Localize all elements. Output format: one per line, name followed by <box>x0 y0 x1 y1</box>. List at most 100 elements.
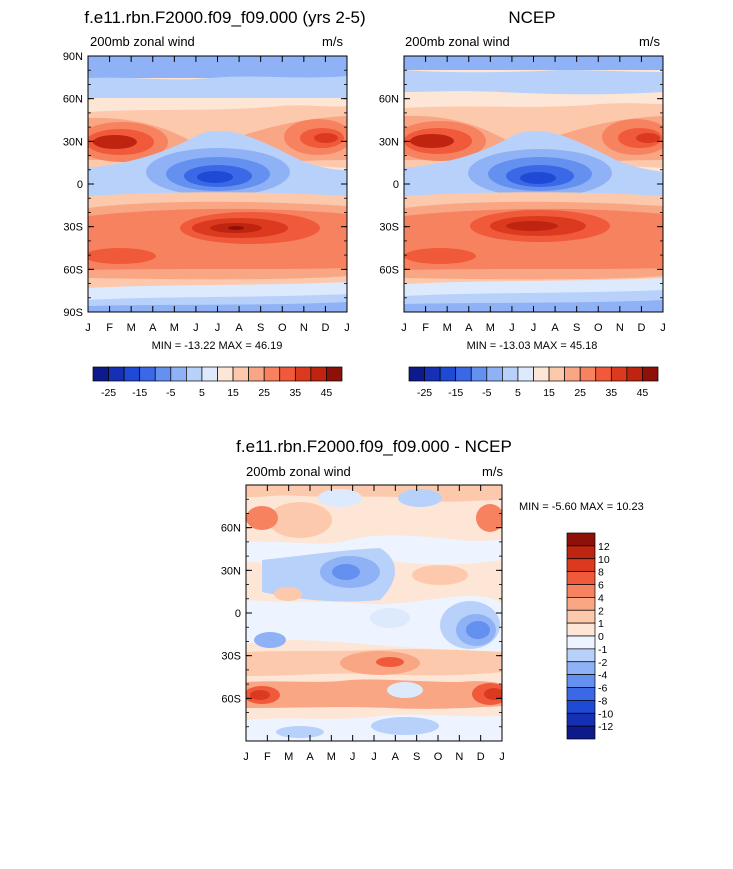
x-tick-label: M <box>486 322 495 334</box>
panel-ncep: NCEP 200mb zonal wind m/s <box>379 8 666 352</box>
y-tick-label: 60N <box>63 94 83 106</box>
x-tick-label: J <box>509 322 515 334</box>
colorbar-diff-swatch <box>566 712 596 727</box>
colorbar-ncep-swatch <box>533 366 550 382</box>
panel-ncep-left-label: 200mb zonal wind <box>405 34 510 49</box>
x-tick-label: A <box>465 322 473 334</box>
colorbar-ncep-swatch <box>626 366 643 382</box>
colorbar-diff-label: -1 <box>598 644 607 656</box>
panel-diff: f.e11.rbn.F2000.f09_f09.000 - NCEP 200mb… <box>221 437 644 763</box>
colorbar-model-swatch <box>279 366 296 382</box>
colorbar-diff-swatch <box>566 597 596 611</box>
colorbar-diff-label: -6 <box>598 683 607 695</box>
x-tick-label: F <box>106 322 113 334</box>
colorbar-diff-label: -10 <box>598 708 613 720</box>
colorbar-model-label: 45 <box>321 387 333 399</box>
y-tick-label: 30N <box>379 136 399 148</box>
colorbar-diff-label: 0 <box>598 631 604 643</box>
colorbar-ncep-swatch <box>642 366 659 382</box>
colorbar-diff-swatch <box>566 545 596 560</box>
colorbar-model-swatch <box>201 366 218 382</box>
colorbar-diff-label: 12 <box>598 541 610 553</box>
x-tick-label: J <box>350 751 356 763</box>
panel-model-stats: MIN = -13.22 MAX = 46.19 <box>152 340 283 352</box>
x-tick-label: S <box>257 322 264 334</box>
y-tick-label: 30S <box>379 222 399 234</box>
colorbar-ncep-swatch <box>486 366 503 382</box>
x-tick-label: A <box>392 751 400 763</box>
x-tick-label: M <box>127 322 136 334</box>
x-tick-label: O <box>434 751 443 763</box>
panel-model-title: f.e11.rbn.F2000.f09_f09.000 (yrs 2-5) <box>84 8 365 27</box>
x-tick-label: O <box>278 322 287 334</box>
colorbar-model-label: 15 <box>227 387 239 399</box>
colorbar-model: -25 -15 -5 5 15 25 35 45 <box>92 366 343 399</box>
colorbar-model-label: 25 <box>258 387 270 399</box>
colorbar-model-swatch <box>310 366 327 382</box>
panel-ncep-field <box>404 56 663 312</box>
panel-model-right-label: m/s <box>322 34 343 49</box>
x-tick-label: J <box>193 322 199 334</box>
x-tick-label: O <box>594 322 603 334</box>
panel-model-left-label: 200mb zonal wind <box>90 34 195 49</box>
y-tick-label: 60N <box>379 94 399 106</box>
colorbar-model-label: -25 <box>101 387 116 399</box>
x-tick-label: D <box>477 751 485 763</box>
x-tick-label: M <box>170 322 179 334</box>
y-tick-label: 90S <box>63 307 83 319</box>
colorbar-model-label: 5 <box>199 387 205 399</box>
colorbar-ncep-label: -15 <box>448 387 463 399</box>
colorbar-model-swatch <box>108 366 125 382</box>
colorbar-ncep: -25 -15 -5 5 15 25 35 45 <box>408 366 659 399</box>
colorbar-diff-swatch <box>566 532 596 547</box>
colorbar-diff-label: -8 <box>598 695 607 707</box>
colorbar-model-swatch <box>154 366 172 382</box>
colorbar-diff-swatch <box>566 584 596 598</box>
colorbar-model-swatch <box>170 366 187 382</box>
y-tick-label: 60S <box>221 693 241 705</box>
panel-diff-title: f.e11.rbn.F2000.f09_f09.000 - NCEP <box>236 437 512 456</box>
x-tick-label: A <box>149 322 157 334</box>
x-tick-label: M <box>284 751 293 763</box>
x-tick-label: N <box>616 322 624 334</box>
colorbar-ncep-swatch <box>470 366 488 382</box>
colorbar-diff-label: -2 <box>598 657 607 669</box>
x-tick-label: S <box>573 322 580 334</box>
colorbar-diff-swatch <box>566 648 596 663</box>
colorbar-model-swatch <box>92 366 109 382</box>
x-tick-label: M <box>443 322 452 334</box>
x-tick-label: J <box>371 751 377 763</box>
panel-ncep-title: NCEP <box>508 8 555 27</box>
colorbar-model-swatch <box>248 366 265 382</box>
y-tick-label: 90N <box>63 51 83 63</box>
colorbar-diff-label: -12 <box>598 721 613 733</box>
y-tick-label: 60S <box>63 264 83 276</box>
panel-diff-right-label: m/s <box>482 464 503 479</box>
colorbar-diff-swatch <box>566 571 596 585</box>
colorbar-diff-label: 4 <box>598 592 604 604</box>
colorbar-diff-label: 6 <box>598 580 604 592</box>
x-tick-label: S <box>413 751 420 763</box>
y-tick-label: 60S <box>379 264 399 276</box>
panel-model: f.e11.rbn.F2000.f09_f09.000 (yrs 2-5) 20… <box>63 8 366 352</box>
colorbar-model-swatch <box>217 366 234 382</box>
colorbar-diff-swatch <box>566 622 596 637</box>
colorbar-ncep-swatch <box>424 366 441 382</box>
panel-diff-field <box>246 485 502 741</box>
colorbar-ncep-swatch <box>579 366 597 382</box>
colorbar-diff-label: -4 <box>598 670 607 682</box>
colorbar-ncep-swatch <box>517 366 534 382</box>
colorbar-model-swatch <box>263 366 281 382</box>
x-tick-label: J <box>660 322 666 334</box>
colorbar-diff-swatch <box>566 687 596 701</box>
colorbar-diff-swatch <box>566 674 596 688</box>
colorbar-model-label: -15 <box>132 387 147 399</box>
y-tick-label: 30N <box>63 136 83 148</box>
colorbar-model-swatch <box>232 366 249 382</box>
colorbar-ncep-label: 25 <box>574 387 586 399</box>
colorbar-diff-swatch <box>566 700 596 714</box>
x-tick-label: N <box>455 751 463 763</box>
x-tick-label: D <box>637 322 645 334</box>
colorbar-ncep-swatch <box>548 366 565 382</box>
x-tick-label: F <box>422 322 429 334</box>
